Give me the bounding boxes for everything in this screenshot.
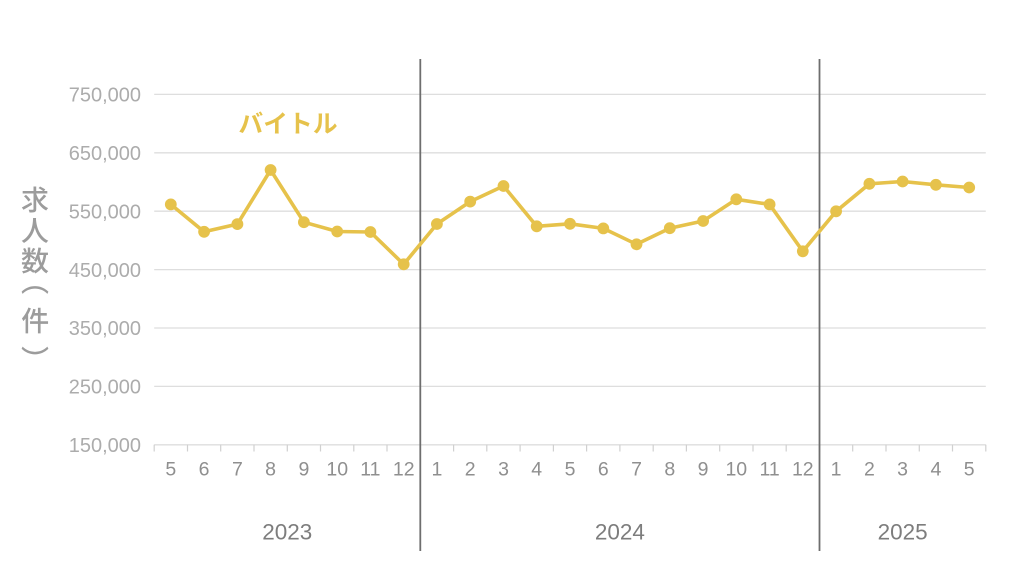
svg-text:550,000: 550,000 bbox=[69, 201, 141, 223]
svg-text:250,000: 250,000 bbox=[69, 377, 141, 399]
svg-text:9: 9 bbox=[698, 459, 709, 481]
svg-text:1: 1 bbox=[831, 459, 842, 481]
svg-text:4: 4 bbox=[531, 459, 542, 481]
svg-text:12: 12 bbox=[393, 459, 415, 481]
svg-text:9: 9 bbox=[298, 459, 309, 481]
svg-text:12: 12 bbox=[792, 459, 814, 481]
svg-text:10: 10 bbox=[725, 459, 747, 481]
svg-text:2: 2 bbox=[465, 459, 476, 481]
svg-text:8: 8 bbox=[664, 459, 675, 481]
svg-text:6: 6 bbox=[199, 459, 210, 481]
svg-text:3: 3 bbox=[897, 459, 908, 481]
svg-text:11: 11 bbox=[759, 459, 779, 481]
svg-text:4: 4 bbox=[930, 459, 941, 481]
svg-text:2024: 2024 bbox=[595, 519, 645, 544]
svg-text:2: 2 bbox=[864, 459, 875, 481]
svg-text:10: 10 bbox=[326, 459, 348, 481]
svg-text:3: 3 bbox=[498, 459, 509, 481]
svg-text:350,000: 350,000 bbox=[69, 318, 141, 340]
svg-text:8: 8 bbox=[265, 459, 276, 481]
svg-text:5: 5 bbox=[964, 459, 975, 481]
svg-text:450,000: 450,000 bbox=[69, 260, 141, 282]
svg-text:750,000: 750,000 bbox=[69, 85, 141, 107]
svg-text:650,000: 650,000 bbox=[69, 143, 141, 165]
svg-text:7: 7 bbox=[631, 459, 642, 481]
svg-text:11: 11 bbox=[360, 459, 380, 481]
svg-text:2025: 2025 bbox=[878, 519, 928, 544]
svg-text:2023: 2023 bbox=[262, 519, 312, 544]
svg-text:1: 1 bbox=[431, 459, 442, 481]
svg-text:6: 6 bbox=[598, 459, 609, 481]
svg-text:5: 5 bbox=[565, 459, 576, 481]
svg-text:5: 5 bbox=[165, 459, 176, 481]
svg-text:150,000: 150,000 bbox=[69, 435, 141, 457]
svg-text:7: 7 bbox=[232, 459, 243, 481]
